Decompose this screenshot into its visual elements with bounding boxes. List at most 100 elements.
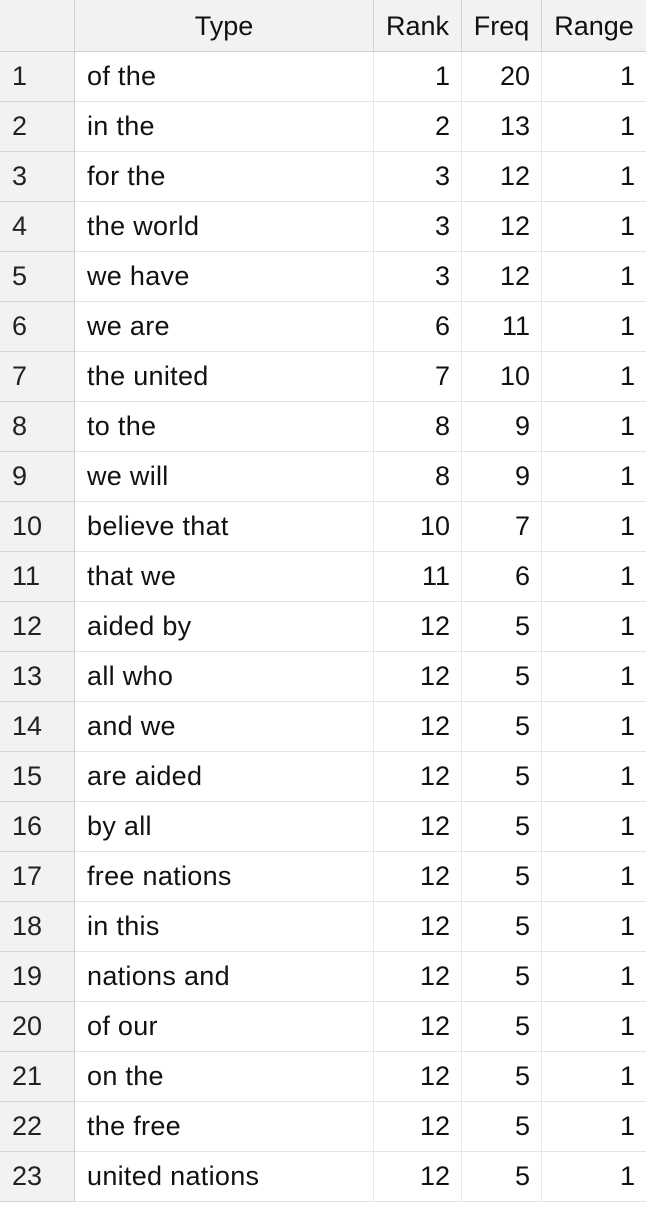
table-row[interactable]: 23 united nations 12 5 1 [0, 1152, 646, 1202]
type-cell[interactable]: and we [75, 702, 374, 752]
rank-cell[interactable]: 12 [374, 652, 462, 702]
range-cell[interactable]: 1 [542, 552, 646, 602]
row-index-cell[interactable]: 19 [0, 952, 75, 1002]
table-row[interactable]: 3 for the 3 12 1 [0, 152, 646, 202]
range-cell[interactable]: 1 [542, 52, 646, 102]
row-index-cell[interactable]: 15 [0, 752, 75, 802]
table-row[interactable]: 9 we will 8 9 1 [0, 452, 646, 502]
range-cell[interactable]: 1 [542, 402, 646, 452]
rank-cell[interactable]: 6 [374, 302, 462, 352]
row-index-cell[interactable]: 20 [0, 1002, 75, 1052]
column-header-rank[interactable]: Rank [374, 0, 462, 51]
type-cell[interactable]: for the [75, 152, 374, 202]
range-cell[interactable]: 1 [542, 752, 646, 802]
range-cell[interactable]: 1 [542, 352, 646, 402]
freq-cell[interactable]: 13 [462, 102, 542, 152]
freq-cell[interactable]: 12 [462, 152, 542, 202]
type-cell[interactable]: are aided [75, 752, 374, 802]
freq-cell[interactable]: 9 [462, 402, 542, 452]
table-row[interactable]: 6 we are 6 11 1 [0, 302, 646, 352]
table-row[interactable]: 2 in the 2 13 1 [0, 102, 646, 152]
table-row[interactable]: 17 free nations 12 5 1 [0, 852, 646, 902]
row-index-cell[interactable]: 11 [0, 552, 75, 602]
rank-cell[interactable]: 3 [374, 252, 462, 302]
freq-cell[interactable]: 20 [462, 52, 542, 102]
type-cell[interactable]: on the [75, 1052, 374, 1102]
row-index-cell[interactable]: 18 [0, 902, 75, 952]
table-row[interactable]: 21 on the 12 5 1 [0, 1052, 646, 1102]
range-cell[interactable]: 1 [542, 152, 646, 202]
type-cell[interactable]: by all [75, 802, 374, 852]
row-index-cell[interactable]: 3 [0, 152, 75, 202]
table-row[interactable]: 4 the world 3 12 1 [0, 202, 646, 252]
type-cell[interactable]: believe that [75, 502, 374, 552]
row-index-cell[interactable]: 21 [0, 1052, 75, 1102]
range-cell[interactable]: 1 [542, 652, 646, 702]
range-cell[interactable]: 1 [542, 252, 646, 302]
rank-cell[interactable]: 1 [374, 52, 462, 102]
rank-cell[interactable]: 10 [374, 502, 462, 552]
table-row[interactable]: 11 that we 11 6 1 [0, 552, 646, 602]
table-row[interactable]: 19 nations and 12 5 1 [0, 952, 646, 1002]
range-cell[interactable]: 1 [542, 452, 646, 502]
type-cell[interactable]: nations and [75, 952, 374, 1002]
row-index-cell[interactable]: 14 [0, 702, 75, 752]
type-cell[interactable]: the free [75, 1102, 374, 1152]
type-cell[interactable]: we have [75, 252, 374, 302]
freq-cell[interactable]: 5 [462, 1152, 542, 1202]
type-cell[interactable]: free nations [75, 852, 374, 902]
table-row[interactable]: 22 the free 12 5 1 [0, 1102, 646, 1152]
freq-cell[interactable]: 5 [462, 952, 542, 1002]
rank-cell[interactable]: 12 [374, 702, 462, 752]
range-cell[interactable]: 1 [542, 902, 646, 952]
column-header-freq[interactable]: Freq [462, 0, 542, 51]
freq-cell[interactable]: 12 [462, 202, 542, 252]
type-cell[interactable]: all who [75, 652, 374, 702]
rank-cell[interactable]: 8 [374, 452, 462, 502]
table-row[interactable]: 13 all who 12 5 1 [0, 652, 646, 702]
type-cell[interactable]: aided by [75, 602, 374, 652]
freq-cell[interactable]: 10 [462, 352, 542, 402]
row-index-cell[interactable]: 16 [0, 802, 75, 852]
type-cell[interactable]: of the [75, 52, 374, 102]
rank-cell[interactable]: 12 [374, 1102, 462, 1152]
freq-cell[interactable]: 9 [462, 452, 542, 502]
range-cell[interactable]: 1 [542, 102, 646, 152]
type-cell[interactable]: to the [75, 402, 374, 452]
range-cell[interactable]: 1 [542, 502, 646, 552]
row-index-cell[interactable]: 4 [0, 202, 75, 252]
type-cell[interactable]: we are [75, 302, 374, 352]
freq-cell[interactable]: 5 [462, 602, 542, 652]
freq-cell[interactable]: 12 [462, 252, 542, 302]
table-row[interactable]: 10 believe that 10 7 1 [0, 502, 646, 552]
table-row[interactable]: 5 we have 3 12 1 [0, 252, 646, 302]
range-cell[interactable]: 1 [542, 1052, 646, 1102]
freq-cell[interactable]: 5 [462, 1002, 542, 1052]
rank-cell[interactable]: 12 [374, 752, 462, 802]
rank-cell[interactable]: 12 [374, 602, 462, 652]
rank-cell[interactable]: 8 [374, 402, 462, 452]
type-cell[interactable]: the world [75, 202, 374, 252]
row-index-cell[interactable]: 2 [0, 102, 75, 152]
type-cell[interactable]: that we [75, 552, 374, 602]
row-index-cell[interactable]: 9 [0, 452, 75, 502]
range-cell[interactable]: 1 [542, 602, 646, 652]
rank-cell[interactable]: 12 [374, 1052, 462, 1102]
row-index-cell[interactable]: 1 [0, 52, 75, 102]
rank-cell[interactable]: 12 [374, 902, 462, 952]
freq-cell[interactable]: 11 [462, 302, 542, 352]
column-header-range[interactable]: Range [554, 11, 634, 41]
row-index-cell[interactable]: 5 [0, 252, 75, 302]
range-cell[interactable]: 1 [542, 952, 646, 1002]
freq-cell[interactable]: 5 [462, 852, 542, 902]
rank-cell[interactable]: 12 [374, 952, 462, 1002]
type-cell[interactable]: in the [75, 102, 374, 152]
type-cell[interactable]: the united [75, 352, 374, 402]
table-row[interactable]: 7 the united 7 10 1 [0, 352, 646, 402]
rank-cell[interactable]: 12 [374, 1152, 462, 1202]
table-row[interactable]: 1 of the 1 20 1 [0, 52, 646, 102]
freq-cell[interactable]: 5 [462, 702, 542, 752]
type-cell[interactable]: of our [75, 1002, 374, 1052]
freq-cell[interactable]: 5 [462, 902, 542, 952]
row-index-cell[interactable]: 10 [0, 502, 75, 552]
